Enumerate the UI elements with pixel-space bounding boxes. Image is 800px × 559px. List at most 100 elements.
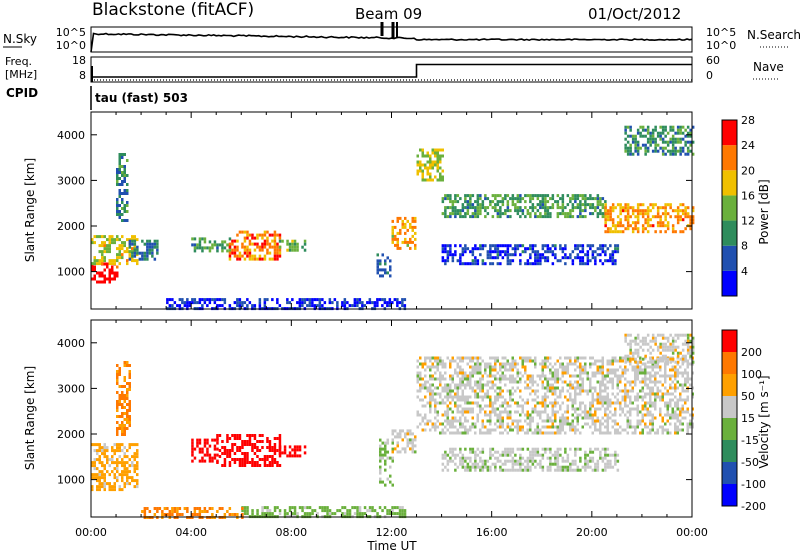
heatmap-cell [213,298,217,302]
heatmap-cell [406,432,409,436]
heatmap-cell [484,404,487,408]
heatmap-cell [499,212,502,216]
heatmap-cell [409,441,412,445]
heatmap-cell [474,383,477,387]
heatmap-cell [404,450,407,454]
heatmap-cell [98,488,101,492]
heatmap-cell [206,447,209,451]
heatmap-cell [481,462,485,466]
heatmap-cell [454,359,457,363]
heatmap-cell [151,248,154,252]
heatmap-cell [101,280,104,284]
heatmap-cell [118,177,121,180]
heatmap-cell [664,365,667,369]
heatmap-cell [421,419,424,423]
heatmap-cell [278,443,282,446]
heatmap-cell [629,401,632,405]
heatmap-cell [666,389,669,393]
heatmap-cell [401,438,404,442]
heatmap-cell [121,385,124,388]
heatmap-cell [479,247,482,251]
heatmap-cell [496,247,500,251]
heatmap-cell [208,246,212,250]
heatmap-cell [121,397,124,400]
heatmap-cell [131,235,134,239]
heatmap-cell [489,450,492,454]
heatmap-cell [664,377,667,381]
heatmap-cell [496,253,500,257]
heatmap-cell [646,149,650,153]
heatmap-cell [96,271,99,275]
heatmap-cell [481,374,484,378]
heatmap-cell [629,389,632,393]
heatmap-cell [526,398,529,402]
heatmap-cell [579,200,582,204]
heatmap-cell [246,254,249,258]
heatmap-cell [541,465,545,469]
heatmap-cell [256,449,259,452]
heatmap-cell [646,131,650,135]
heatmap-cell [556,428,559,432]
heatmap-cell [641,143,645,147]
heatmap-cell [431,163,434,167]
heatmap-cell [649,131,652,135]
heatmap-cell [506,200,510,204]
heatmap-cell [596,215,600,219]
heatmap-cell [541,395,544,399]
heatmap-cell [286,454,289,458]
heatmap-cell [581,250,585,254]
heatmap-cell [664,230,667,234]
heatmap-cell [106,461,109,465]
heatmap-cell [91,461,94,465]
heatmap-cell [278,512,282,516]
heatmap-cell [614,371,617,375]
heatmap-cell [273,245,277,249]
heatmap-cell [238,254,242,258]
heatmap-cell [401,447,404,451]
heatmap-cell [616,368,619,372]
heatmap-cell [251,443,254,446]
heatmap-cell [606,447,610,451]
heatmap-cell [626,224,630,228]
heatmap-cell [271,458,274,461]
heatmap-cell [421,172,424,176]
heatmap-cell [651,140,655,144]
heatmap-cell [313,298,317,302]
heatmap-cell [681,416,684,420]
heatmap-cell [276,506,279,510]
heatmap-cell [579,256,582,260]
heatmap-cell [599,212,602,216]
heatmap-cell [594,386,597,390]
heatmap-cell [343,512,347,516]
heatmap-cell [203,441,207,445]
heatmap-cell [551,374,554,378]
heatmap-cell [539,203,542,207]
heatmap-cell [529,212,532,216]
heatmap-cell [273,248,277,252]
heatmap-cell [396,231,399,235]
heatmap-cell [313,509,317,513]
heatmap-cell [386,304,389,308]
heatmap-cell [551,425,554,429]
heatmap-cell [681,374,684,378]
heatmap-cell [569,447,572,451]
heatmap-cell [101,274,104,278]
heatmap-cell [679,137,682,141]
heatmap-cell [123,385,126,388]
heatmap-cell [103,250,106,254]
heatmap-cell [258,233,262,237]
heatmap-cell [634,146,637,150]
heatmap-cell [203,246,207,250]
heatmap-cell [499,413,502,417]
heatmap-cell [476,262,480,266]
heatmap-cell [544,259,547,263]
heatmap-cell [248,254,252,258]
heatmap-cell [203,237,207,241]
heatmap-cell [133,248,137,252]
heatmap-cell [619,404,622,408]
heatmap-cell [549,215,552,219]
heatmap-cell [451,419,454,423]
heatmap-cell [121,433,124,436]
heatmap-cell [541,194,545,198]
heatmap-cell [311,512,314,516]
